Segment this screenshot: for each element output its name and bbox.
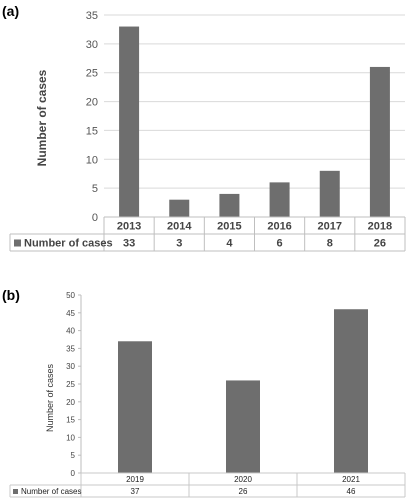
y-tick-label: 15 [66,416,75,425]
y-tick-label: 20 [66,398,75,407]
y-tick-label: 40 [66,327,75,336]
category-label: 2019 [126,475,144,484]
bar-2020 [226,380,260,473]
panel-label-b: (b) [2,287,20,303]
y-axis-label-a: Number of cases [35,69,49,166]
y-tick-label: 5 [71,451,76,460]
y-tick-label: 25 [86,68,98,80]
y-ticks-a: 0 5 10 15 20 25 30 35 [86,10,98,224]
y-tick-label: 45 [66,309,75,318]
data-label: 8 [327,238,333,250]
category-label: 2013 [117,221,141,233]
data-label: 4 [226,238,233,250]
data-label: 3 [176,238,182,250]
chart-panel-a: (a) Number of cases 0 5 10 15 20 25 30 35 2013 3… [2,3,406,252]
legend-label: Number of cases [24,238,113,250]
y-axis-label-b: Number of cases [45,363,55,432]
category-label: 2016 [267,221,291,233]
category-label: 2021 [342,475,360,484]
data-label: 6 [277,238,283,250]
panel-label-a: (a) [2,3,19,19]
category-label: 2020 [234,475,252,484]
bar-2021 [334,309,368,473]
bar-2018 [369,66,390,217]
legend-label: Number of cases [21,487,81,496]
bars-b [118,309,368,473]
y-tick-label: 10 [66,433,75,442]
bars-a [119,26,390,217]
y-tick-label: 35 [86,10,98,22]
data-label: 26 [239,487,248,496]
y-tick-label: 50 [66,291,75,300]
data-label: 37 [131,487,140,496]
y-tick-label: 0 [71,469,76,478]
bar-2014 [169,199,190,217]
gridlines-a [104,14,405,189]
y-tick-label: 20 [86,97,98,109]
chart-panel-b: (b) Number of cases 0 5 10 15 20 25 30 35 40 45 50… [2,287,406,498]
y-tick-label: 5 [92,183,98,195]
legend-key [14,239,21,247]
y-tick-label: 0 [92,212,98,224]
bar-2016 [269,182,290,217]
y-tick-label: 35 [66,344,75,353]
y-ticks-b: 0 5 10 15 20 25 30 35 40 45 50 [66,291,82,478]
category-label: 2014 [167,221,192,233]
data-label: 46 [347,487,356,496]
y-tick-label: 30 [66,362,75,371]
data-table-a: 2013 33 2014 3 2015 4 2016 6 2017 8 2018 26 Number o… [9,216,406,252]
bar-2013 [119,26,140,217]
y-tick-label: 25 [66,380,75,389]
legend-key [13,489,18,494]
data-label: 33 [123,238,135,250]
y-tick-label: 30 [86,39,98,51]
bar-2019 [118,341,152,473]
category-label: 2018 [368,221,392,233]
data-label: 26 [374,238,386,250]
category-label: 2017 [318,221,342,233]
y-tick-label: 10 [86,154,98,166]
bar-2017 [319,170,340,217]
data-table-b: 2019 37 2020 26 2021 46 Number of cases [9,472,406,498]
bar-2015 [219,193,240,217]
y-tick-label: 15 [86,125,98,137]
category-label: 2015 [217,221,241,233]
